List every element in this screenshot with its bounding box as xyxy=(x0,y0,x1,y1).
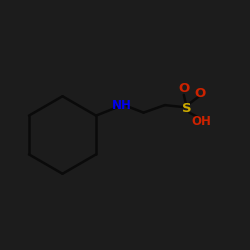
Text: O: O xyxy=(194,87,205,100)
Text: O: O xyxy=(178,82,190,95)
Text: NH: NH xyxy=(112,98,132,112)
Text: OH: OH xyxy=(192,115,212,128)
Text: S: S xyxy=(182,102,192,114)
